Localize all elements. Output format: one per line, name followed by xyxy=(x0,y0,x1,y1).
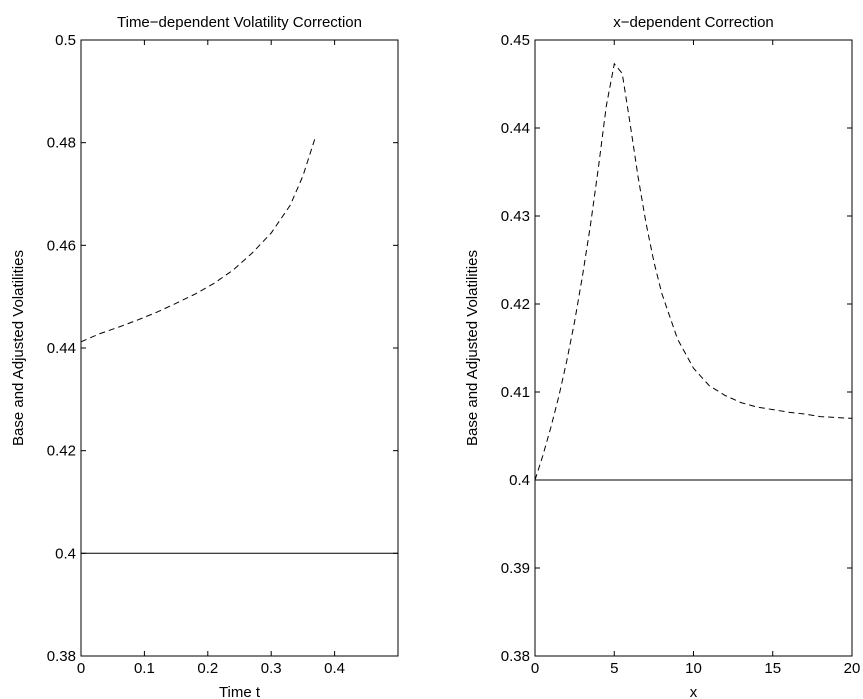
y-tick-label: 0.48 xyxy=(47,135,76,152)
x-tick-label: 0.1 xyxy=(134,660,155,677)
x-tick-label: 0.2 xyxy=(197,660,218,677)
plot-frame xyxy=(534,39,853,657)
y-tick-label: 0.5 xyxy=(55,32,76,49)
y-tick-label: 0.38 xyxy=(501,648,530,665)
y-tick-label: 0.44 xyxy=(47,340,76,357)
adjusted-volatility-line xyxy=(80,136,317,343)
y-tick-label: 0.38 xyxy=(47,648,76,665)
x-tick-label: 5 xyxy=(610,660,618,677)
plot-frame xyxy=(80,39,399,657)
y-tick-label: 0.43 xyxy=(501,208,530,225)
x-tick-label: 0 xyxy=(531,660,539,677)
y-tick-label: 0.4 xyxy=(55,545,76,562)
chart-title: x−dependent Correction xyxy=(613,14,774,31)
y-tick-label: 0.4 xyxy=(509,472,530,489)
y-tick-label: 0.46 xyxy=(47,237,76,254)
x-tick-label: 20 xyxy=(844,660,861,677)
chart-2: 0 5 10 15 20 0.38 0.39 0.4 0.41 0.42 0.43 0.44 0.45 x… xyxy=(464,14,860,699)
x-tick-label: 0.4 xyxy=(324,660,345,677)
chart-1: 0 0.1 0.2 0.3 0.4 0.38 0.4 0.42 0.44 0.46 0.48 0.5 T… xyxy=(10,14,399,699)
y-tick-label: 0.39 xyxy=(501,560,530,577)
y-tick-label: 0.44 xyxy=(501,120,530,137)
y-tick-label: 0.42 xyxy=(47,443,76,460)
x-tick-label: 0 xyxy=(77,660,85,677)
y-axis-label: Base and Adjusted Volatilities xyxy=(464,250,481,446)
x-tick-label: 15 xyxy=(764,660,781,677)
y-tick-label: 0.41 xyxy=(501,384,530,401)
y-tick-label: 0.42 xyxy=(501,296,530,313)
x-axis-label: Time t xyxy=(219,684,261,699)
x-tick-label: 10 xyxy=(685,660,702,677)
x-tick-label: 0.3 xyxy=(261,660,282,677)
adjusted-volatility-line xyxy=(534,62,853,481)
y-tick-label: 0.45 xyxy=(501,32,530,49)
y-axis-label: Base and Adjusted Volatilities xyxy=(10,250,27,446)
x-axis-label: x xyxy=(690,684,698,699)
chart-title: Time−dependent Volatility Correction xyxy=(117,14,362,31)
